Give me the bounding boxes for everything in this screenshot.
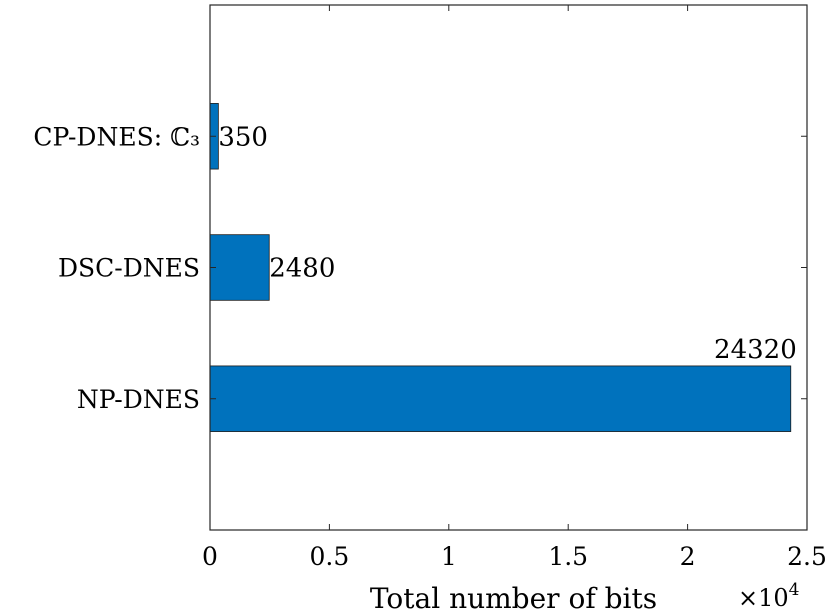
y-tick-label: DSC-DNES [58,254,200,283]
ticks-layer [209,5,808,530]
bar-2 [209,234,270,301]
x-axis-title: Total number of bits [370,582,657,615]
x-tick-label: 0.5 [310,542,350,571]
data-label: 24320 [714,335,797,365]
bars-layer [209,103,792,432]
x-tick-label: 2.5 [787,542,827,571]
labels-layer: NP-DNES 24320 DSC-DNES 2480 CP-DNES: ℂ₃ 350 0 0… [33,122,827,571]
x-tick-label: 0 [202,542,218,571]
data-label: 350 [218,122,268,152]
x-tick-label: 1.5 [548,542,588,571]
data-label: 2480 [269,254,335,284]
x-tick-label: 2 [680,542,696,571]
x-tick-label: 1 [441,542,457,571]
x-axis-exponent: ×104 [738,580,799,612]
bar-1 [209,365,792,432]
y-tick-label: CP-DNES: ℂ₃ [33,122,200,151]
y-tick-label: NP-DNES [77,385,200,414]
